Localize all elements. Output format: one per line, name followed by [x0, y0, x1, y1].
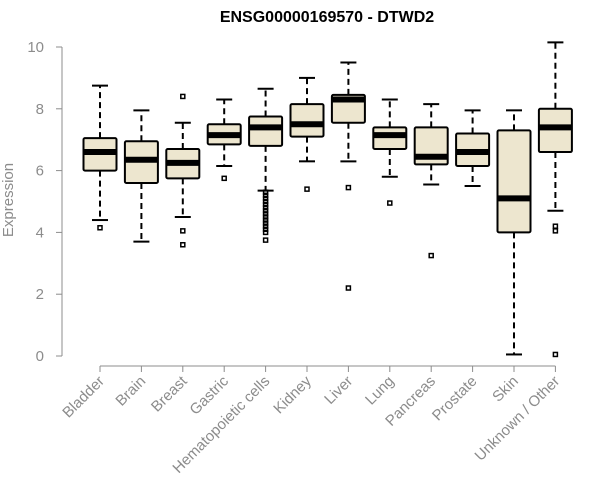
- outlier-point: [552, 228, 559, 234]
- box-iqr: [496, 129, 532, 234]
- outlier-point: [262, 204, 269, 211]
- outlier-point: [180, 242, 186, 248]
- outlier-point: [428, 252, 434, 259]
- y-axis-label: Expression: [0, 163, 17, 237]
- outlier-point: [304, 186, 310, 192]
- outlier-point: [552, 223, 559, 229]
- outlier-point: [180, 93, 186, 100]
- outlier-point: [262, 192, 269, 199]
- y-tick-label: 8: [36, 101, 44, 118]
- box-iqr: [372, 126, 408, 150]
- y-tick-label: 2: [36, 286, 44, 303]
- y-tick-label: 6: [36, 163, 44, 180]
- y-tick-label: 4: [36, 224, 44, 241]
- outlier-point: [262, 214, 269, 220]
- x-tick-label: Bladder: [59, 373, 108, 422]
- y-tick-label: 0: [36, 348, 44, 365]
- chart-title: ENSG00000169570 - DTWD2: [220, 9, 434, 26]
- box-group: [413, 103, 449, 259]
- x-tick-label: Breast: [148, 372, 191, 415]
- x-tick-label: Brain: [112, 373, 149, 410]
- outlier-point: [221, 175, 227, 182]
- x-tick-label: Skin: [489, 373, 522, 406]
- outlier-point: [262, 223, 269, 229]
- y-tick-label: 10: [27, 39, 44, 56]
- outlier-point: [262, 201, 269, 208]
- outlier-point: [262, 208, 269, 214]
- outlier-point: [387, 200, 393, 206]
- box-iqr: [289, 103, 325, 138]
- outlier-point: [262, 226, 269, 233]
- outlier-point: [345, 285, 352, 291]
- outlier-point: [552, 351, 559, 358]
- box-iqr: [248, 115, 284, 147]
- outlier-point: [345, 184, 352, 191]
- box-group: [289, 76, 325, 192]
- x-tick-label: Liver: [321, 373, 356, 408]
- y-axis: 0 2 4 6 8 10: [27, 39, 63, 365]
- box-group: [537, 41, 573, 358]
- box-group: [165, 93, 201, 248]
- box-group: [123, 109, 159, 243]
- x-tick-label: Kidney: [270, 372, 315, 417]
- box-iqr: [537, 107, 573, 154]
- outlier-point: [262, 198, 269, 205]
- outlier-point: [97, 225, 103, 231]
- outlier-point: [262, 217, 269, 223]
- outlier-point: [262, 229, 269, 236]
- x-tick-label: Prostate: [429, 373, 481, 425]
- boxes: [82, 41, 573, 358]
- box-group: [455, 109, 491, 188]
- outlier-point: [262, 211, 269, 217]
- box-group: [206, 98, 242, 182]
- box-group: [496, 109, 532, 356]
- outlier-point: [262, 237, 269, 243]
- outlier-point: [262, 220, 269, 226]
- outlier-point: [262, 195, 269, 202]
- box-group: [372, 98, 408, 206]
- outlier-point: [180, 228, 186, 234]
- x-tick-label: Lung: [362, 373, 398, 409]
- box-group: [82, 84, 118, 231]
- box-group: [330, 61, 366, 291]
- box-group: [248, 87, 284, 243]
- outlier-point: [262, 189, 269, 195]
